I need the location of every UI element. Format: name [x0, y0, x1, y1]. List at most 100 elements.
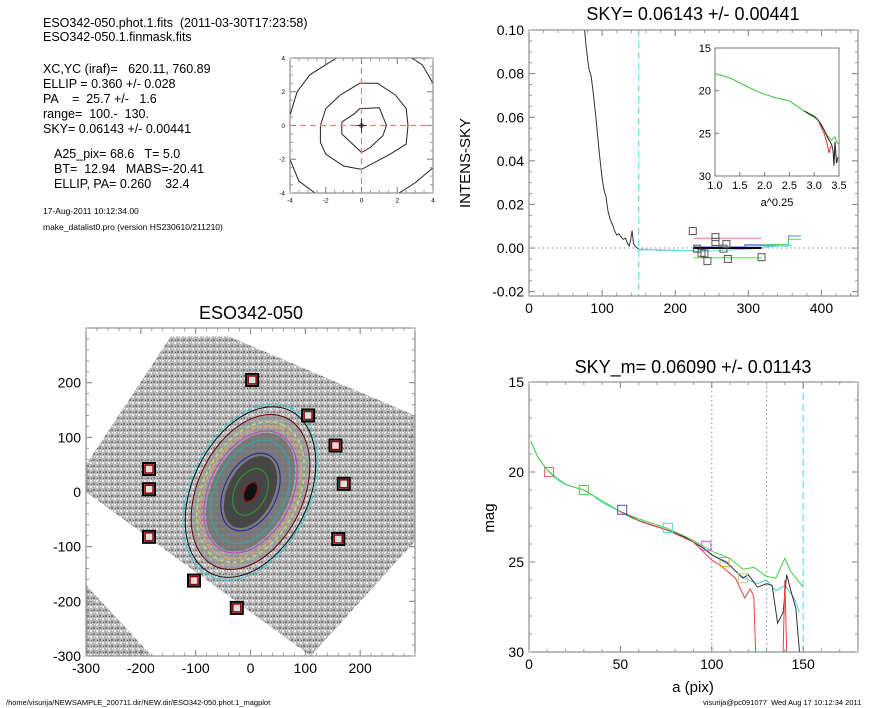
- inset-x-tick-label: 3.5: [831, 180, 846, 192]
- isophote-ellipse: [190, 413, 311, 571]
- sky-box-inner: [144, 484, 154, 495]
- inset-background: [715, 48, 839, 176]
- isophote-ellipse: [195, 420, 306, 564]
- inset-x-tick-label: 1.0: [707, 180, 722, 192]
- galaxy-core: [243, 481, 258, 503]
- x-tick-label: 100: [700, 656, 724, 672]
- mag-profile-ylabel: mag: [481, 503, 498, 532]
- inset-x-tick-label: 1.5: [732, 180, 747, 192]
- mag-profile-title: SKY_m= 0.06090 +/- 0.01143: [575, 357, 812, 378]
- center-contour-chart: -4 -2 0 2 4 -4 -2 0 2 4: [279, 55, 435, 204]
- sky-box-marker: [723, 254, 732, 263]
- x-tick-label: 0: [525, 656, 533, 672]
- inset-x-tick-label: 3.0: [807, 180, 822, 192]
- y-tick-label: 0.02: [497, 196, 524, 212]
- mag-plot-area: [530, 382, 804, 652]
- y-tick-label: 0.08: [497, 66, 524, 82]
- galaxy-body: [182, 403, 319, 581]
- mag-series-green: [530, 441, 804, 588]
- y-tick-label: 0: [73, 484, 81, 500]
- sky-box-marker: [693, 244, 702, 253]
- galaxy-title: ESO342-050: [199, 303, 303, 323]
- sky-box-inner: [330, 440, 341, 451]
- y-tick-label: 2: [281, 89, 285, 96]
- ellip-line: ELLIP = 0.360 +/- 0.028: [43, 77, 176, 91]
- mask-name-line: ESO342-050.1.finmask.fits: [43, 30, 192, 44]
- galaxy-image-chart: ESO342-050 -300 -200 -100 0 100 200 -300 -200 -10…: [53, 303, 416, 676]
- contour-lines: [290, 58, 433, 193]
- x-tick-label: 4: [431, 198, 435, 205]
- pa-line: PA = 25.7 +/- 1.6: [43, 92, 157, 106]
- inset-x-tick-label: 2.5: [782, 180, 797, 192]
- isophote-ellipse: [199, 425, 302, 559]
- y-tick-label: 15: [508, 374, 524, 390]
- y-tick-label: 25: [508, 554, 524, 570]
- intens-sky-title: SKY= 0.06143 +/- 0.00441: [586, 4, 799, 24]
- y-tick-label: -4: [279, 190, 285, 197]
- sky-box-inner: [189, 575, 199, 586]
- mag-series-red: [620, 511, 757, 652]
- y-tick-label: 20: [508, 464, 524, 480]
- intens-sky-frame: [528, 29, 859, 297]
- isophote-ellipse: [232, 468, 269, 516]
- sky-line: SKY= 0.06143 +/- 0.00441: [43, 122, 192, 136]
- y-tick-label: 200: [58, 375, 82, 391]
- x-tick-label: 0: [247, 660, 255, 676]
- x-tick-label: 2: [395, 198, 399, 205]
- y-tick-label: -200: [53, 593, 81, 609]
- x-tick-label: -300: [72, 660, 100, 676]
- file-name-line: ESO342-050.phot.1.fits (2011-03-30T17:23…: [43, 16, 308, 30]
- y-tick-label: -300: [53, 648, 81, 664]
- a25-line: A25_pix= 68.6 T= 5.0: [54, 147, 181, 161]
- x-tick-label: 100: [590, 300, 614, 316]
- y-tick-label: -100: [53, 539, 81, 555]
- x-tick-label: 0: [360, 198, 364, 205]
- inset-chart: 1.0 1.5 2.0 2.5 3.0 3.5 15 20 25 30 a^0.25: [699, 43, 847, 209]
- inset-y-tick-label: 15: [699, 43, 711, 55]
- contour-line: [290, 58, 337, 116]
- isophote-marker: [617, 504, 628, 515]
- isophote-ellipse: [184, 406, 317, 578]
- x-tick-label: -2: [323, 198, 329, 205]
- y-tick-label: 0.04: [497, 153, 524, 169]
- image-field-corner: [86, 584, 152, 656]
- sky-box-marker: [719, 244, 728, 253]
- contour-line: [319, 82, 409, 170]
- contour-line: [290, 159, 316, 193]
- sky-box-inner: [247, 375, 257, 385]
- footer-user-time: visurija@pc091077 Wed Aug 17 10:12:34 20…: [703, 698, 862, 707]
- y-tick-label: 0.10: [497, 22, 524, 38]
- x-tick-label: 400: [810, 300, 834, 316]
- range-line: range= 100.- 130.: [43, 107, 149, 121]
- mag-series-black: [620, 511, 800, 652]
- contour-line: [398, 167, 433, 193]
- x-tick-label: 300: [737, 300, 761, 316]
- isophote-ellipse: [203, 430, 298, 554]
- sky-level-line: [638, 244, 793, 252]
- footer-path: /home/visurija/NEWSAMPLE_200711.dir/NEW.…: [6, 698, 271, 707]
- x-tick-label: 150: [791, 656, 815, 672]
- sky-box-inner: [232, 603, 242, 613]
- intens-sky-plot-area: [529, 30, 858, 296]
- inset-series-green: [714, 73, 840, 145]
- sky-box-marker: [711, 237, 720, 246]
- inset-series-red: [818, 122, 832, 154]
- x-tick-label: -200: [127, 660, 155, 676]
- sky-box-marker: [697, 248, 706, 257]
- center-marker: [359, 123, 364, 128]
- x-tick-label: 200: [348, 660, 372, 676]
- isophote-ellipse: [210, 439, 291, 545]
- x-tick-label: 200: [664, 300, 688, 316]
- galaxy-plot-area: [86, 336, 415, 656]
- sky-box-marker: [700, 249, 709, 258]
- sky-box-marker: [757, 253, 766, 262]
- isophote-marker: [701, 540, 712, 551]
- y-tick-label: 4: [281, 55, 285, 62]
- isophote-ellipse: [242, 482, 259, 502]
- x-tick-label: -4: [287, 198, 293, 205]
- sky-box-marker: [688, 227, 697, 236]
- inset-y-tick-label: 20: [699, 86, 711, 98]
- sky-box-inner: [303, 410, 313, 421]
- y-tick-label: 0.06: [497, 109, 524, 125]
